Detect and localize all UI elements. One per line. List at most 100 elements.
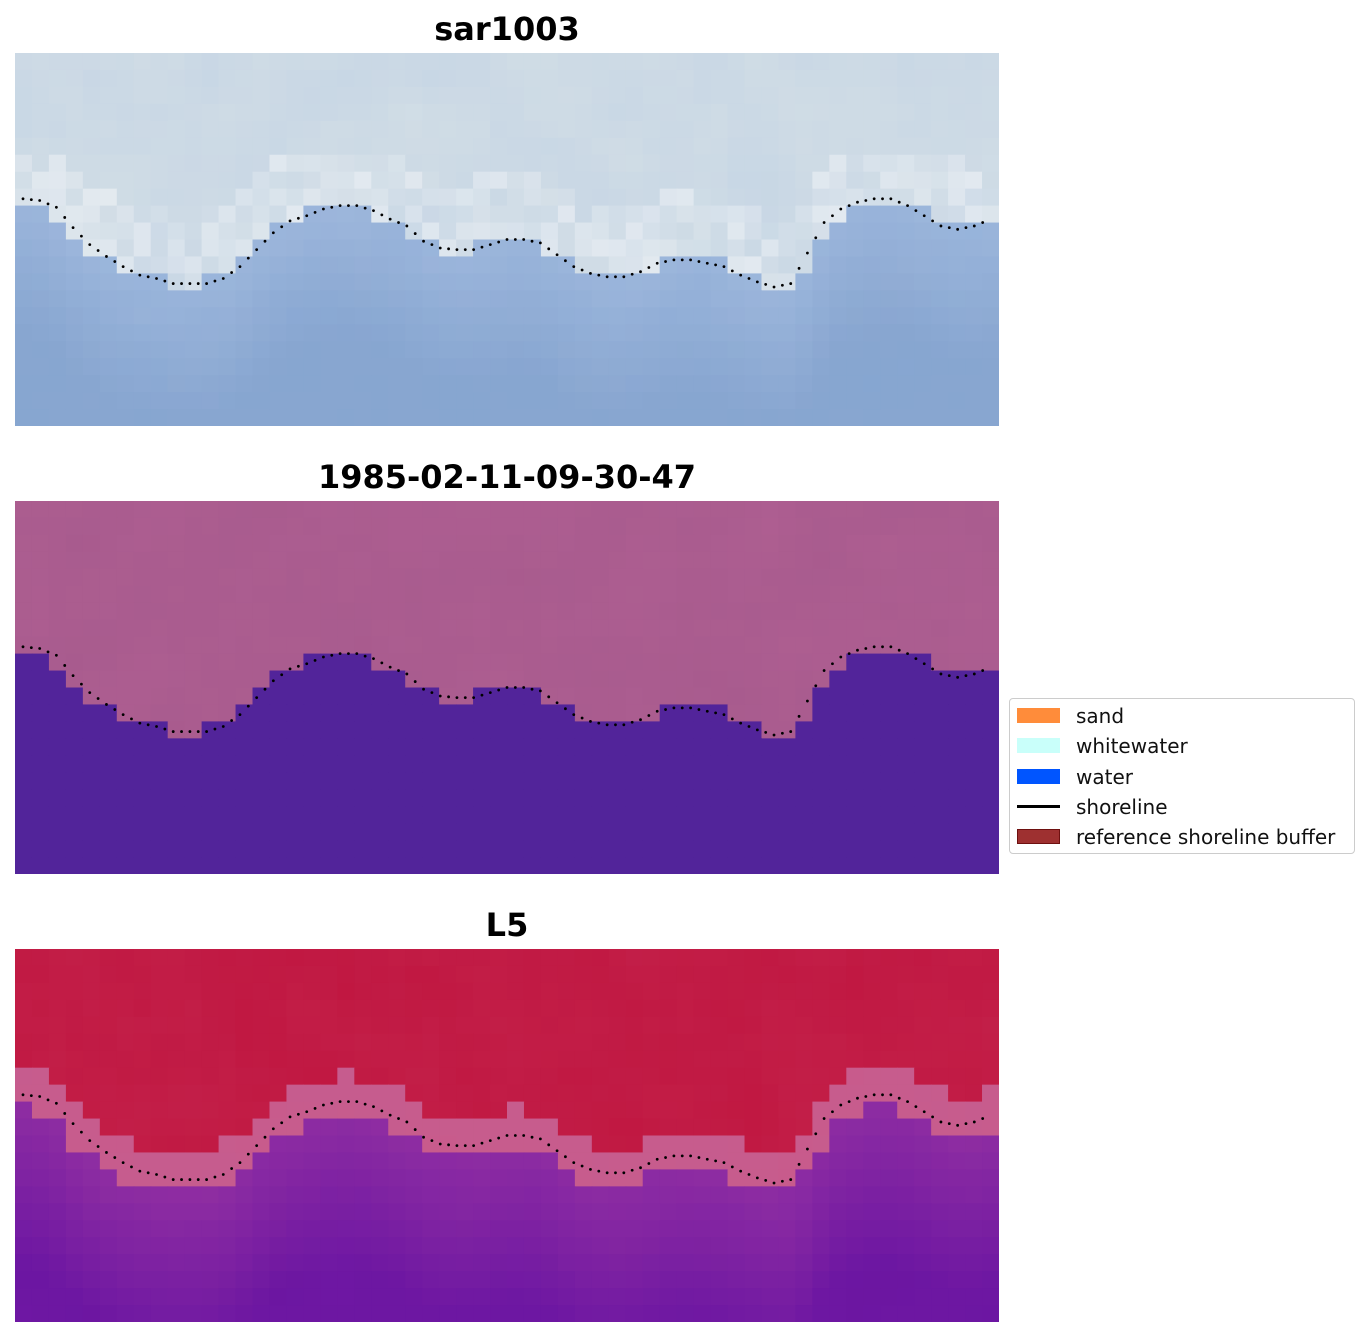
l5-pixel — [286, 1152, 305, 1170]
l5-pixel — [65, 1101, 84, 1120]
sar-pixel — [167, 256, 186, 274]
sar-pixel — [286, 137, 305, 156]
class-pixel — [252, 602, 271, 621]
class-pixel — [99, 534, 118, 553]
l5-pixel — [710, 1305, 729, 1322]
sar-pixel — [405, 341, 423, 359]
l5-pixel — [676, 1237, 695, 1255]
sar-pixel — [795, 171, 813, 190]
class-pixel — [812, 755, 830, 773]
sar-pixel — [625, 273, 644, 291]
l5-pixel — [778, 1118, 797, 1137]
class-pixel — [727, 670, 746, 689]
shoreline-point — [163, 279, 167, 283]
l5-pixel — [218, 949, 237, 967]
sar-pixel — [574, 239, 593, 258]
sar-pixel — [65, 205, 84, 224]
class-pixel — [48, 840, 67, 858]
sar-pixel — [31, 290, 50, 308]
l5-pixel — [184, 1186, 203, 1204]
l5-pixel — [320, 1254, 338, 1272]
class-pixel — [65, 517, 84, 536]
l5-pixel — [710, 1084, 729, 1103]
sar-pixel — [65, 256, 84, 274]
class-pixel — [778, 568, 797, 587]
l5-pixel — [642, 1203, 661, 1221]
sar-pixel — [710, 392, 729, 410]
sar-pixel — [812, 53, 830, 71]
l5-pixel — [31, 1118, 50, 1137]
l5-pixel — [473, 1033, 491, 1052]
class-pixel — [523, 704, 542, 722]
class-pixel — [557, 840, 576, 858]
l5-pixel — [659, 1288, 678, 1306]
l5-pixel — [727, 1016, 746, 1035]
l5-pixel — [948, 1186, 966, 1204]
l5-pixel — [15, 1186, 33, 1204]
l5-pixel — [490, 1101, 508, 1120]
l5-pixel — [439, 1305, 457, 1322]
class-pixel — [99, 517, 118, 536]
class-pixel — [625, 789, 644, 807]
sar-pixel — [659, 103, 678, 122]
panel-title-2: 1985-02-11-09-30-47 — [317, 458, 697, 496]
sar-pixel — [540, 358, 559, 376]
class-pixel — [439, 585, 457, 604]
l5-pixel — [388, 999, 406, 1018]
sar-pixel — [982, 86, 999, 105]
class-pixel — [235, 602, 254, 621]
sar-pixel — [948, 239, 966, 258]
sar-pixel — [354, 392, 372, 410]
sar-pixel — [99, 103, 118, 122]
shoreline-point — [513, 1134, 517, 1137]
sar-pixel — [337, 358, 355, 376]
l5-pixel — [150, 1288, 169, 1306]
l5-pixel — [982, 1186, 999, 1204]
class-pixel — [422, 738, 440, 756]
sar-pixel — [320, 239, 338, 258]
l5-pixel — [948, 999, 966, 1018]
shoreline-point — [872, 1093, 876, 1097]
sar-pixel — [812, 341, 830, 359]
sar-pixel — [778, 256, 797, 274]
l5-pixel — [982, 1237, 999, 1255]
class-pixel — [591, 534, 610, 553]
sar-pixel — [676, 222, 695, 241]
l5-pixel — [184, 1271, 203, 1289]
sar-pixel — [116, 171, 135, 190]
l5-pixel — [286, 1135, 305, 1154]
class-pixel — [167, 501, 186, 519]
l5-pixel — [286, 982, 305, 1001]
l5-pixel — [676, 982, 695, 1001]
l5-pixel — [388, 965, 406, 984]
shoreline-point — [438, 1142, 442, 1146]
shoreline-point — [680, 1154, 684, 1158]
sar-pixel — [286, 86, 305, 105]
sar-pixel — [965, 86, 983, 105]
shoreline-point — [213, 279, 217, 283]
l5-pixel — [201, 1305, 220, 1322]
legend-item-whitewater: whitewater — [1010, 733, 1354, 759]
sar-pixel — [914, 103, 932, 122]
class-pixel — [897, 517, 915, 536]
sar-pixel — [829, 120, 847, 139]
sar-pixel — [948, 409, 966, 426]
class-pixel — [150, 738, 169, 756]
sar-pixel — [473, 120, 491, 139]
sar-pixel — [540, 69, 559, 88]
class-pixel — [184, 772, 203, 790]
sar-pixel — [48, 120, 67, 139]
class-pixel — [982, 687, 999, 706]
sar-pixel — [354, 103, 372, 122]
l5-pixel — [846, 949, 864, 967]
sar-pixel — [693, 375, 712, 393]
sar-pixel — [235, 222, 254, 241]
class-pixel — [676, 789, 695, 807]
sar-pixel — [744, 103, 763, 122]
class-pixel — [880, 857, 898, 874]
class-pixel — [982, 721, 999, 739]
l5-pixel — [608, 1288, 627, 1306]
class-pixel — [286, 840, 305, 858]
class-pixel — [456, 721, 474, 739]
l5-pixel — [388, 1254, 406, 1272]
